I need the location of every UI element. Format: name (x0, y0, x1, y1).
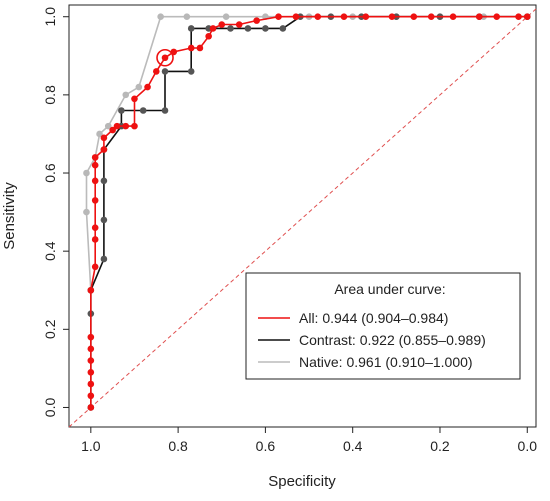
series-native-point (222, 13, 230, 21)
series-contrast-point (279, 25, 287, 32)
series-contrast-point (262, 25, 269, 32)
series-all-point (87, 392, 95, 400)
series-all-point (91, 197, 99, 204)
series-all-point (87, 286, 95, 294)
series-native-point (183, 13, 191, 21)
series-all-point (122, 122, 130, 130)
legend-box (245, 272, 521, 380)
series-all-point (91, 177, 99, 185)
x-tick-label: 0.4 (343, 438, 363, 454)
axis-layer: 1.0 0.8 0.6 0.4 0.2 0.0 0.0 0.2 0.4 0.6 0.8 1.0 (42, 7, 537, 454)
series-all-point (152, 68, 160, 75)
series-contrast-point (100, 177, 108, 185)
x-tick-label: 0.2 (430, 438, 450, 454)
series-all-point (87, 333, 95, 341)
series-all-point (91, 236, 99, 243)
x-tick-label: 0.6 (256, 438, 276, 454)
series-all-point (91, 224, 99, 232)
series-all (87, 13, 531, 411)
series-all-point (87, 404, 95, 411)
series-all-point (187, 44, 195, 52)
series-all-point (292, 13, 300, 21)
x-axis-title: Specificity (268, 473, 336, 490)
series-contrast-point (139, 107, 147, 114)
series-all-point (449, 13, 457, 21)
series-contrast-point (118, 107, 125, 114)
y-tick-label: 0.4 (42, 241, 58, 261)
series-all-point (340, 13, 348, 21)
series-all-point (87, 345, 95, 353)
series-native-point (135, 83, 143, 91)
series-contrast-point (161, 68, 169, 75)
series-all-point (91, 161, 99, 169)
y-tick-label: 0.8 (42, 85, 58, 105)
series-all-point (362, 13, 370, 21)
y-tick-label: 0.0 (42, 398, 58, 418)
legend-label-all: All: 0.944 (0.904–0.984) (299, 310, 448, 326)
series-all-point (427, 13, 435, 21)
series-contrast-point (187, 25, 195, 32)
series-native-point (122, 91, 130, 99)
series-all-point (475, 13, 483, 21)
series-contrast-point (187, 68, 195, 75)
series-all-point (205, 32, 212, 40)
series-all-point (218, 21, 226, 28)
series-all-point (253, 17, 260, 24)
series-all-point (275, 13, 282, 21)
series-all-point (91, 154, 99, 161)
series-all-point (523, 13, 531, 21)
series-all-point (131, 122, 138, 130)
series-all-point (87, 380, 95, 388)
series-contrast-point (244, 25, 252, 32)
series-all-point (131, 95, 138, 103)
y-tick-label: 0.6 (42, 163, 58, 183)
legend: Area under curve: All: 0.944 (0.904–0.98… (245, 272, 521, 380)
series-contrast-point (161, 107, 169, 114)
series-native-point (104, 122, 112, 130)
series-native-point (96, 130, 103, 138)
series-all-point (410, 13, 418, 21)
series-contrast-point (100, 216, 108, 224)
series-native-point (83, 208, 90, 216)
series-native-point (83, 169, 90, 177)
x-tick-label: 0.8 (168, 438, 188, 454)
series-all-point (144, 83, 151, 91)
series-native-point (157, 13, 164, 21)
series-all-point (109, 126, 116, 134)
series-all-point (493, 13, 501, 21)
y-tick-label: 1.0 (42, 7, 58, 27)
highlight-point-ring (156, 48, 174, 67)
series-all-point (87, 357, 95, 364)
series-all-point (235, 21, 243, 28)
series-all-point (100, 146, 108, 153)
y-tick-label: 0.2 (42, 319, 58, 339)
y-axis-title: Sensitivity (1, 182, 18, 250)
series-all-point (100, 134, 108, 142)
x-tick-label: 1.0 (81, 438, 101, 454)
legend-title: Area under curve: (334, 281, 445, 297)
series-all-point (161, 54, 169, 62)
legend-label-native: Native: 0.961 (0.910–1.000) (299, 354, 473, 370)
series-all-line (90, 15, 528, 408)
series-all-point (91, 263, 99, 271)
series-all-point (388, 13, 396, 21)
series-all-point (209, 25, 217, 32)
series-all-point (113, 122, 121, 130)
legend-label-contrast: Contrast: 0.922 (0.855–0.989) (299, 332, 486, 348)
series-all-point (196, 44, 204, 52)
series-layer (83, 13, 531, 411)
series-all-point (314, 13, 322, 21)
x-tick-label: 0.0 (518, 438, 538, 454)
series-contrast-point (227, 25, 234, 32)
series-all-point (87, 368, 95, 376)
series-contrast-point (100, 255, 108, 263)
plot-frame (68, 4, 537, 428)
series-all-point (515, 13, 522, 21)
